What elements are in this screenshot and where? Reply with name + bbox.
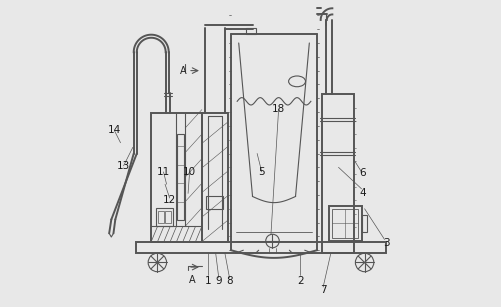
Bar	[329, 206, 361, 241]
Text: 10: 10	[183, 167, 196, 177]
Text: 18: 18	[272, 104, 285, 114]
Text: 11: 11	[157, 167, 170, 177]
Bar	[321, 94, 353, 253]
Text: A: A	[189, 275, 195, 285]
Bar	[136, 242, 385, 253]
Text: 9: 9	[215, 276, 221, 286]
Text: 13: 13	[117, 161, 130, 171]
Text: 2: 2	[296, 276, 303, 286]
Text: 7: 7	[319, 285, 326, 295]
Text: 14: 14	[108, 126, 121, 135]
Bar	[201, 113, 227, 242]
Bar	[361, 215, 366, 232]
Bar	[151, 113, 201, 242]
Bar	[155, 208, 172, 226]
Text: A: A	[179, 66, 186, 76]
Text: 8: 8	[226, 276, 232, 286]
Text: 6: 6	[359, 169, 366, 178]
Text: 3: 3	[382, 238, 389, 247]
Bar	[332, 209, 358, 238]
Bar	[165, 211, 170, 223]
Text: 12: 12	[163, 195, 176, 204]
Bar	[177, 134, 183, 220]
Bar	[158, 211, 163, 223]
Text: 4: 4	[359, 188, 366, 198]
Text: 1: 1	[204, 276, 211, 286]
Text: 5: 5	[258, 167, 265, 177]
Bar	[245, 28, 255, 34]
Bar	[206, 196, 223, 209]
